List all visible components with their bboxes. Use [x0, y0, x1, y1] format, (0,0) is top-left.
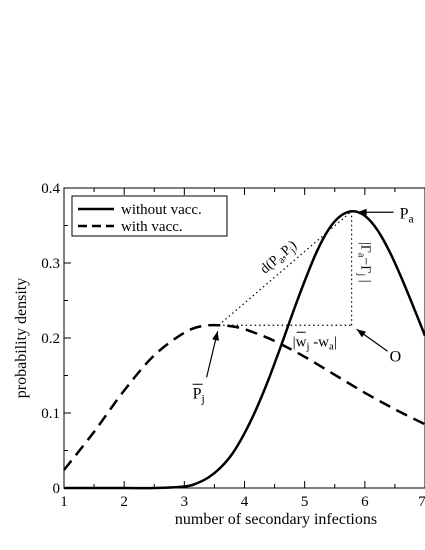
series-layer [63, 210, 425, 490]
o-arrow-head [356, 329, 366, 338]
o-label: O [390, 348, 402, 365]
pa-label-part-0: P [400, 205, 409, 222]
x-tick-label-0: 1 [60, 494, 68, 510]
pj-label-part-0: P [193, 385, 202, 402]
pa-label-part-1: a [409, 213, 414, 225]
series-line-without-vacc [64, 210, 425, 490]
y-axis-label: probability density [13, 278, 30, 398]
x-tick-label-5: 6 [361, 494, 369, 510]
distance-label-part-1: a [276, 254, 287, 266]
o-label-part-0: O [390, 348, 402, 365]
x-tick-label-4: 5 [301, 494, 309, 510]
y-tick-label-2: 0.2 [41, 331, 60, 347]
legend: without vacc. with vacc. [71, 195, 228, 237]
y-tick-label-0: 0 [53, 481, 61, 497]
pa-arrow-head [357, 208, 367, 216]
legend-label-without-vacc: without vacc. [121, 202, 202, 218]
legend-label-with-vacc: with vacc. [121, 219, 183, 235]
gamma-difference-label-part-2: −Γ [358, 257, 373, 273]
distance-label: d(Pa,Pj) [258, 238, 302, 279]
pa-label: Pa [400, 205, 414, 225]
pj-label-part-1: j [201, 393, 205, 405]
w-difference-label-part-2: -w [309, 334, 329, 350]
x-tick-label-3: 4 [241, 494, 249, 510]
y-tick-label-3: 0.3 [41, 256, 60, 272]
w-difference-label: |wj -wa| [293, 334, 337, 352]
distance-line [218, 210, 352, 326]
gamma-difference-label-part-4: | [358, 276, 373, 282]
gamma-difference-label-part-0: |Γ [358, 242, 373, 253]
axis-ticks: 1 2 3 4 5 6 7 0 0.1 0.2 0.3 0.4 [41, 181, 425, 510]
legend-box [71, 195, 228, 237]
gamma-difference-label: |Γa−Γj | [356, 242, 373, 283]
x-tick-label-2: 3 [181, 494, 189, 510]
pj-arrow-head [212, 331, 219, 341]
w-difference-label-part-3: a [329, 341, 334, 353]
pj-label: Pj [193, 385, 205, 405]
x-tick-label-1: 2 [120, 494, 128, 510]
y-tick-label-4: 0.4 [41, 181, 60, 197]
w-difference-label-part-1: j [305, 341, 309, 353]
distance-label-part-3: j [288, 246, 298, 257]
gamma-difference-label-part-3: j [356, 272, 367, 276]
w-difference-label-part-0: |w [293, 334, 307, 350]
gamma-difference-label-part-1: a [356, 253, 367, 258]
series-line-with-vacc [63, 323, 425, 471]
x-axis-label: number of secondary infections [175, 511, 377, 528]
w-difference-label-part-4: | [334, 334, 337, 350]
y-tick-label-1: 0.1 [41, 406, 60, 422]
x-tick-label-6: 7 [418, 494, 425, 510]
